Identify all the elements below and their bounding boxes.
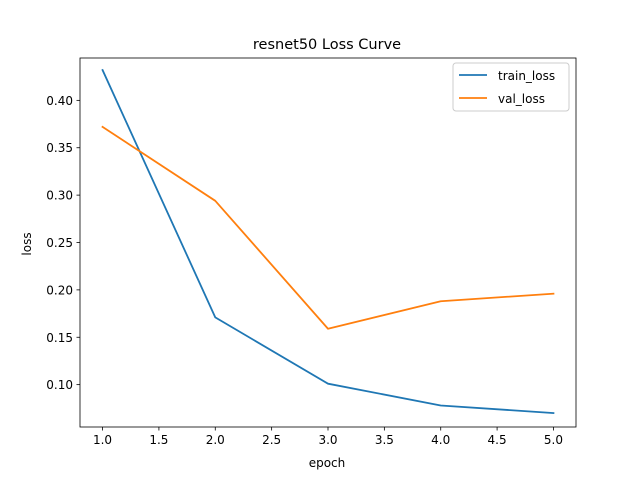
- legend-label-val-loss: val_loss: [498, 92, 545, 106]
- y-tick-label: 0.40: [46, 94, 73, 108]
- y-tick-label: 0.20: [46, 283, 73, 297]
- x-tick-label: 3.5: [375, 433, 394, 447]
- y-tick-label: 0.25: [46, 236, 73, 250]
- y-tick-label: 0.15: [46, 331, 73, 345]
- x-tick-label: 2.5: [262, 433, 281, 447]
- legend-label-train-loss: train_loss: [498, 69, 555, 83]
- x-axis-label: epoch: [309, 456, 346, 470]
- y-tick-label: 0.10: [46, 378, 73, 392]
- x-tick-label: 4.0: [431, 433, 450, 447]
- x-tick-label: 2.0: [206, 433, 225, 447]
- y-tick-label: 0.35: [46, 141, 73, 155]
- y-axis-label: loss: [20, 232, 34, 255]
- x-tick-label: 4.5: [488, 433, 507, 447]
- chart-title: resnet50 Loss Curve: [253, 37, 401, 53]
- x-tick-label: 1.5: [149, 433, 168, 447]
- x-tick-label: 1.0: [93, 433, 112, 447]
- legend: train_loss val_loss: [453, 63, 569, 111]
- x-tick-label: 3.0: [318, 433, 337, 447]
- y-tick-label: 0.30: [46, 189, 73, 203]
- x-tick-label: 5.0: [544, 433, 563, 447]
